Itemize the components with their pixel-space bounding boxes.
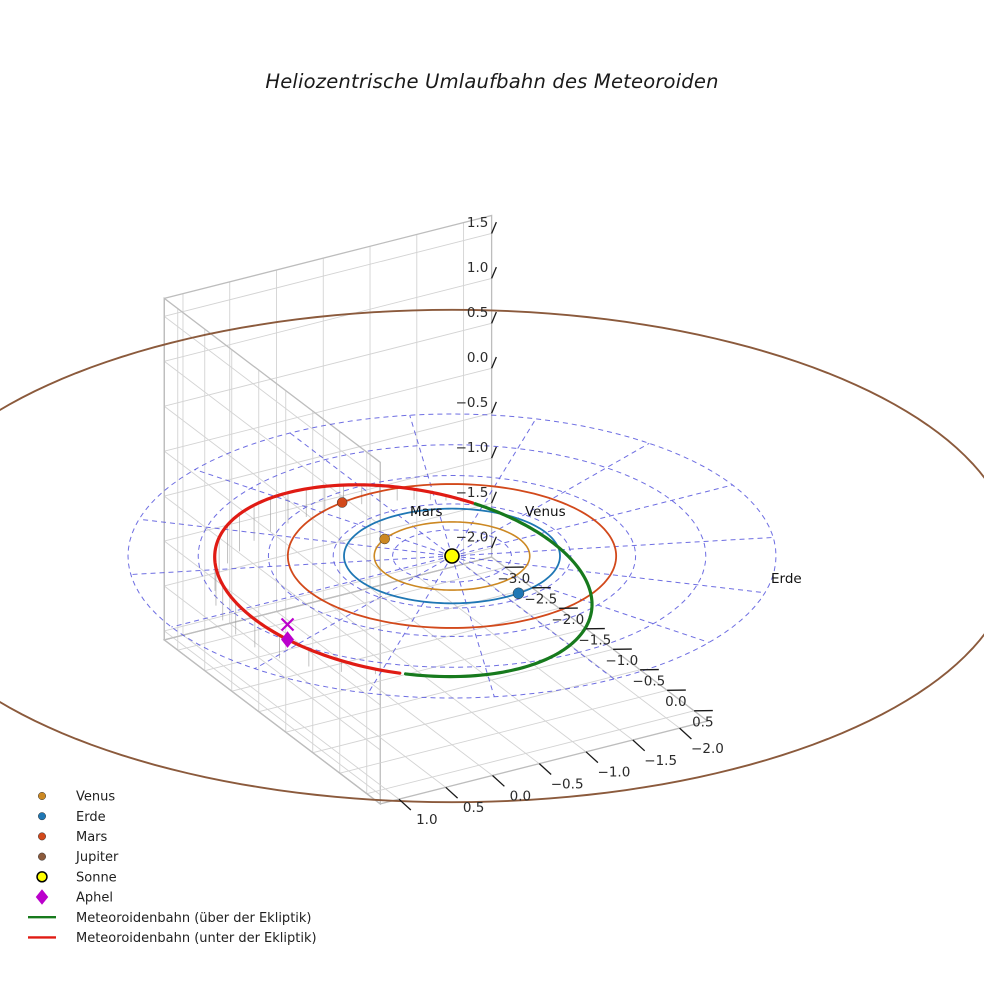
y-tick-label: −1.0 <box>598 765 631 781</box>
orbit-meteoroid <box>213 483 594 679</box>
orbit-erde <box>343 507 561 605</box>
x-tick-label: −3.0 <box>497 571 530 587</box>
pane-right-wall <box>163 297 381 806</box>
x-tick-label: 0.5 <box>692 715 713 731</box>
x-tick-label: −2.0 <box>551 612 584 628</box>
y-tick-label: −2.0 <box>691 741 724 757</box>
mars-marker <box>336 497 348 508</box>
legend-label-2: Mars <box>76 830 108 845</box>
z-tick-label: −2.0 <box>456 530 489 546</box>
y-tick-label: −1.5 <box>644 753 677 769</box>
orbit-venus <box>373 521 531 591</box>
z-tick-label: −0.5 <box>456 395 489 411</box>
x-tick-label: −1.5 <box>578 633 611 649</box>
mars-label: Mars <box>410 504 443 520</box>
z-tick-label: −1.5 <box>456 485 489 501</box>
aphel-cross-icon <box>280 617 295 632</box>
pane-floor <box>162 556 710 805</box>
erde-label: Erde <box>771 571 802 587</box>
legend-marker-aphel <box>35 889 49 905</box>
page-title: Heliozentrische Umlaufbahn des Meteoroid… <box>265 70 719 93</box>
legend-label-0: Venus <box>76 790 115 805</box>
orbit-stem-lines <box>214 484 462 675</box>
legend-label-5: Aphel <box>76 891 113 906</box>
axis-y: −2.0 −1.5 −1.0 −0.5 0.0 0.5 1.0 <box>398 727 724 828</box>
y-tick-label: −0.5 <box>551 776 584 792</box>
y-tick-label: 1.0 <box>416 812 437 828</box>
orbit-jupiter <box>0 308 984 804</box>
z-tick-label: 1.0 <box>467 260 488 276</box>
sonne-marker <box>444 548 460 564</box>
legend-label-7: Meteoroidenbahn (unter der Ekliptik) <box>76 931 317 946</box>
y-tick-label: 0.5 <box>463 800 484 816</box>
z-tick-label: 0.0 <box>467 350 488 366</box>
venus-marker <box>379 533 390 545</box>
venus-label: Venus <box>525 504 566 520</box>
legend: Venus Erde Mars Jupiter Sonne Aphel Meteoroide… <box>28 790 317 946</box>
legend-label-1: Erde <box>76 810 106 825</box>
x-tick-label: −2.5 <box>524 592 557 608</box>
ecliptic-polar-grid <box>127 413 777 699</box>
x-tick-label: −0.5 <box>632 674 665 690</box>
body-markers <box>280 497 525 648</box>
orbit-mars <box>286 483 618 629</box>
y-tick-label: 0.0 <box>510 788 531 804</box>
x-tick-label: −1.0 <box>605 653 638 669</box>
axis-x: −3.0 −2.5 −2.0 −1.5 −1.0 −0.50.0 0.5 <box>497 566 714 731</box>
pane-left-wall <box>163 214 493 641</box>
point-annotations: Mars Venus Erde <box>410 504 802 587</box>
z-tick-label: 1.5 <box>467 215 488 231</box>
legend-label-4: Sonne <box>76 870 117 885</box>
legend-label-3: Jupiter <box>75 850 119 865</box>
legend-marker-sonne <box>36 871 48 883</box>
legend-marker-erde <box>38 812 46 821</box>
legend-marker-venus <box>38 792 46 800</box>
legend-marker-mars <box>38 832 46 841</box>
erde-marker <box>512 587 525 600</box>
axis-z: 1.5 1.0 0.5 0.0 −0.5 −1.0 −1.5 −2.0 <box>456 215 497 549</box>
legend-label-6: Meteoroidenbahn (über der Ekliptik) <box>76 911 312 926</box>
aphel-marker <box>281 631 295 648</box>
x-tick-label: 0.0 <box>665 694 686 710</box>
z-tick-label: −1.0 <box>456 440 489 456</box>
legend-marker-jupiter <box>38 852 46 861</box>
z-tick-label: 0.5 <box>467 305 488 321</box>
